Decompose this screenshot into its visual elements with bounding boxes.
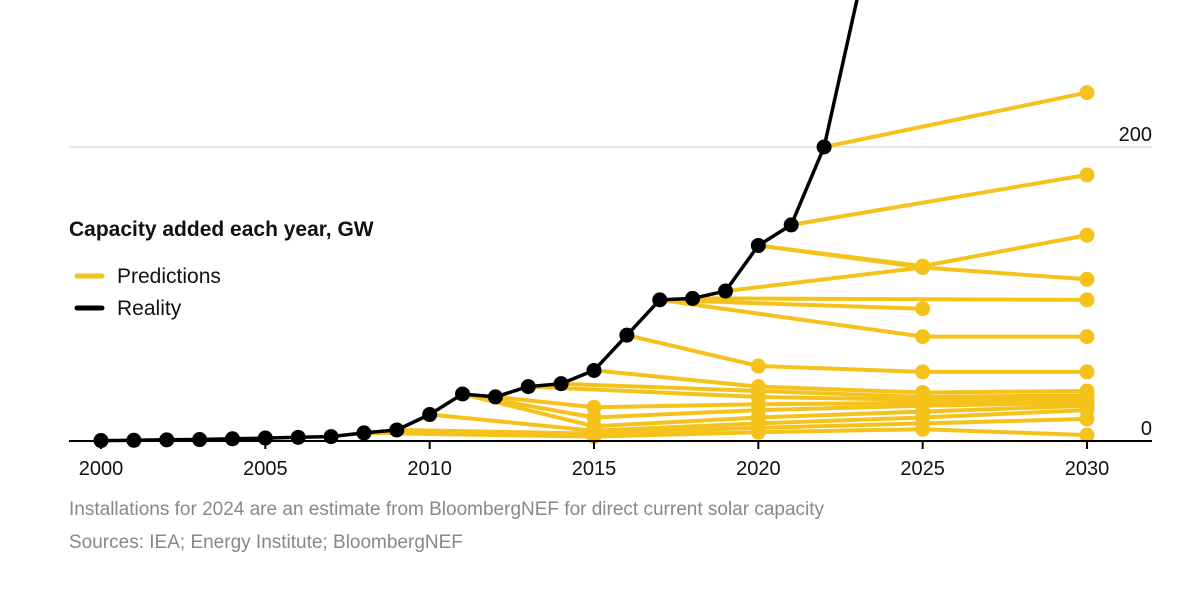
prediction-point-8-2 — [1079, 364, 1095, 380]
reality-point-2010 — [422, 407, 438, 423]
prediction-point-6-0 — [915, 301, 931, 317]
prediction-point-7-1 — [1079, 329, 1095, 345]
reality-point-2006 — [290, 429, 306, 445]
prediction-point-17-1 — [750, 424, 766, 440]
prediction-line-10 — [559, 381, 1089, 399]
reality-point-2012 — [487, 389, 503, 405]
prediction-point-8-0 — [750, 358, 766, 374]
grid-lines: 0 200 — [69, 124, 1152, 440]
legend-label-predictions: Predictions — [117, 265, 221, 288]
x-tick-label-2015: 2015 — [572, 458, 617, 480]
prediction-point-12-0 — [586, 399, 602, 415]
legend: Capacity added each year, GW Predictions… — [69, 218, 374, 320]
x-tick-label-2010: 2010 — [407, 458, 452, 480]
prediction-line-9 — [592, 368, 1089, 395]
prediction-line-0 — [822, 90, 1089, 149]
reality-point-2017 — [652, 292, 668, 308]
reality-point-2011 — [455, 386, 471, 402]
axes: 2000 2005 2010 2015 2020 2025 2030 — [69, 440, 1152, 480]
prediction-point-17-2 — [915, 421, 931, 437]
reality-point-2009 — [389, 422, 405, 438]
footnote-estimate: Installations for 2024 are an estimate f… — [69, 499, 825, 520]
reality-point-2019 — [717, 283, 733, 299]
reality-point-2020 — [750, 237, 766, 253]
prediction-line-5 — [690, 296, 1089, 302]
reality-point-2003 — [192, 432, 208, 448]
reality-point-2022 — [816, 139, 832, 155]
prediction-line-11 — [526, 384, 1089, 402]
prediction-series — [361, 85, 1095, 445]
x-tick-label-2005: 2005 — [243, 458, 288, 480]
prediction-point-2-1 — [1079, 227, 1095, 243]
reality-point-2004 — [224, 431, 240, 447]
x-tick-label-2020: 2020 — [736, 458, 781, 480]
prediction-point-5-0 — [1079, 292, 1095, 308]
prediction-line-6 — [657, 297, 925, 311]
x-tick-label-2025: 2025 — [900, 458, 945, 480]
prediction-point-4-0 — [915, 260, 931, 276]
footnote-sources: Sources: IEA; Energy Institute; Bloomber… — [69, 532, 463, 553]
reality-point-2018 — [685, 290, 701, 306]
prediction-line-4 — [723, 265, 925, 294]
x-tick-label-2000: 2000 — [79, 458, 124, 480]
prediction-point-17-3 — [1079, 427, 1095, 443]
reality-point-2002 — [159, 432, 175, 448]
prediction-point-8-1 — [915, 364, 931, 380]
x-tick-label-2030: 2030 — [1065, 458, 1110, 480]
reality-point-2008 — [356, 425, 372, 441]
reality-point-2014 — [553, 376, 569, 392]
reality-point-2016 — [619, 327, 635, 343]
y-tick-label-200: 200 — [1119, 124, 1152, 146]
prediction-line-1 — [789, 172, 1089, 227]
reality-point-2015 — [586, 362, 602, 378]
prediction-point-0-0 — [1079, 85, 1095, 101]
chart-title: Capacity added each year, GW — [69, 218, 374, 241]
prediction-point-7-0 — [915, 329, 931, 345]
reality-point-2013 — [520, 379, 536, 395]
prediction-point-3-1 — [1079, 271, 1095, 287]
y-tick-label-0: 0 — [1141, 418, 1152, 440]
legend-label-reality: Reality — [117, 297, 182, 320]
reality-point-2021 — [783, 217, 799, 233]
prediction-line-8 — [624, 333, 1089, 374]
prediction-point-1-0 — [1079, 167, 1095, 183]
prediction-point-16-3 — [1079, 411, 1095, 427]
